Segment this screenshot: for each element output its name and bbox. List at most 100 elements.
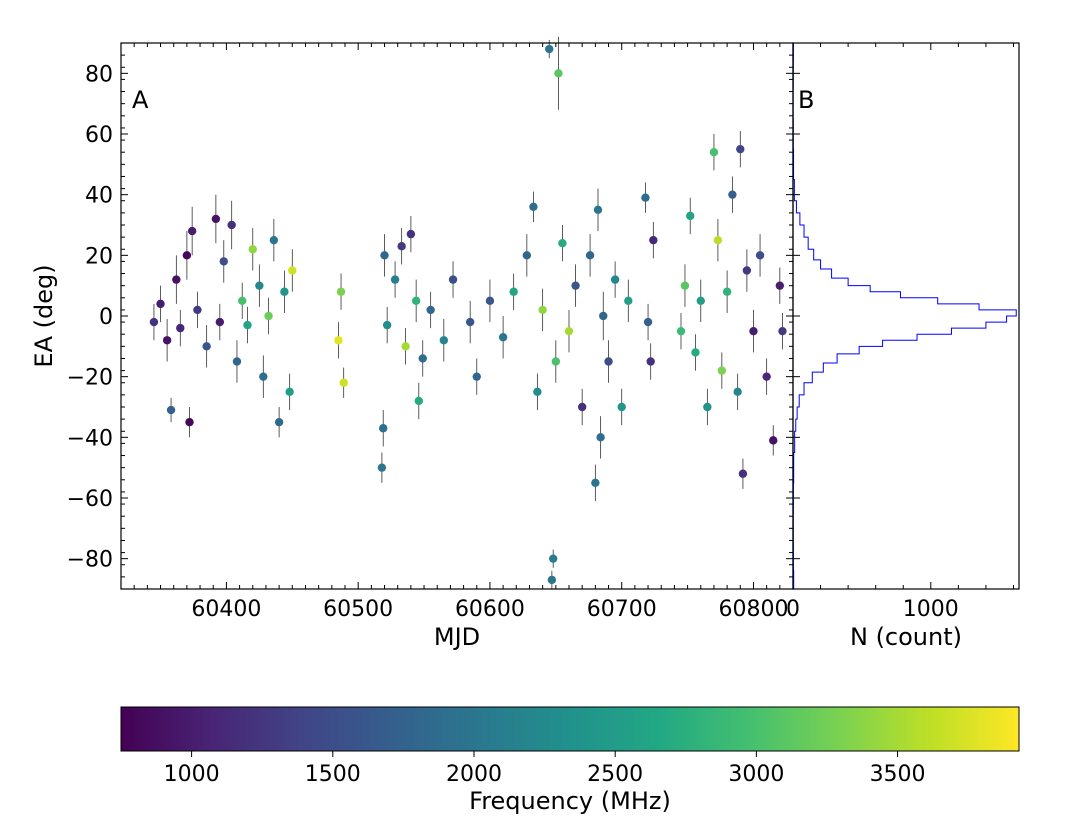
data-point bbox=[762, 372, 771, 381]
scatter-x-ticks: 60400 60500 60600 60700 60800 bbox=[133, 43, 794, 622]
data-point bbox=[736, 144, 745, 154]
data-point bbox=[577, 402, 587, 412]
x-tick-label: 60400 bbox=[191, 597, 261, 622]
y-tick-label: 40 bbox=[85, 184, 113, 209]
data-point bbox=[703, 402, 712, 412]
data-point bbox=[599, 311, 608, 321]
data-point bbox=[610, 275, 620, 284]
y-tick-label: −80 bbox=[67, 548, 113, 573]
data-point bbox=[439, 336, 449, 345]
colorbar-gradient bbox=[120, 706, 1020, 752]
y-tick-label: 60 bbox=[85, 123, 113, 148]
data-point bbox=[182, 251, 192, 260]
data-point bbox=[624, 296, 633, 306]
data-point bbox=[334, 336, 343, 345]
data-point bbox=[646, 357, 655, 366]
data-point bbox=[336, 287, 346, 296]
data-point bbox=[219, 257, 228, 266]
data-point bbox=[717, 366, 727, 375]
data-point bbox=[264, 311, 273, 321]
data-point bbox=[202, 342, 211, 351]
colorbar-tick-label: 1000 bbox=[164, 762, 220, 787]
data-point bbox=[551, 357, 561, 366]
scatter-points bbox=[149, 36, 787, 589]
y-tick-label: 0 bbox=[99, 305, 113, 330]
data-point bbox=[193, 305, 202, 315]
colorbar-ticks: 1000 1500 2000 2500 3000 3500 bbox=[164, 751, 926, 787]
colorbar: 1000 1500 2000 2500 3000 3500 Frequency (MHz) bbox=[120, 706, 1020, 815]
data-point bbox=[696, 296, 705, 306]
data-point bbox=[593, 205, 603, 215]
colorbar-tick-label: 3500 bbox=[870, 762, 926, 787]
histogram-steps bbox=[792, 43, 1017, 589]
hist-x-tick-label: 1000 bbox=[903, 597, 959, 622]
histogram-panel: 0 1000 B N (count) bbox=[786, 42, 1020, 651]
data-point bbox=[617, 402, 626, 412]
data-point bbox=[248, 245, 257, 254]
data-point bbox=[185, 417, 194, 427]
colorbar-tick-label: 1500 bbox=[305, 762, 361, 787]
x-tick-label: 60800 bbox=[718, 597, 788, 622]
panel-label-b: B bbox=[798, 86, 814, 114]
data-point bbox=[545, 44, 554, 54]
data-point bbox=[176, 323, 185, 333]
data-point bbox=[538, 305, 547, 315]
data-point bbox=[238, 296, 247, 306]
data-point bbox=[498, 333, 508, 342]
data-point bbox=[722, 287, 732, 296]
scatter-y-ticks: −80 −60 −40 −20 0 20 40 60 80 bbox=[67, 42, 800, 590]
data-point bbox=[406, 229, 416, 239]
colorbar-tick-label: 2500 bbox=[587, 762, 643, 787]
y-axis-label: EA (deg) bbox=[30, 264, 58, 367]
data-point bbox=[548, 554, 558, 563]
data-point bbox=[769, 436, 778, 445]
data-point bbox=[418, 354, 427, 363]
x-tick-label: 60600 bbox=[455, 597, 525, 622]
y-tick-label: 80 bbox=[85, 62, 113, 87]
data-point bbox=[472, 372, 481, 381]
data-point bbox=[232, 357, 242, 366]
data-point bbox=[166, 405, 176, 415]
data-point bbox=[529, 202, 538, 211]
data-point bbox=[269, 235, 279, 245]
panel-label-a: A bbox=[132, 86, 149, 114]
data-point bbox=[728, 190, 737, 199]
data-point bbox=[641, 193, 650, 202]
data-point bbox=[411, 296, 421, 306]
scatter-panel: 60400 60500 60600 60700 60800 −80−60−40−2002… bbox=[30, 36, 800, 651]
data-point bbox=[547, 575, 557, 585]
x-tick-label: 60700 bbox=[587, 597, 657, 622]
x-axis-label: MJD bbox=[434, 623, 480, 651]
data-point bbox=[382, 320, 392, 330]
data-point bbox=[397, 242, 406, 251]
data-point bbox=[227, 220, 236, 230]
y-tick-label: −20 bbox=[67, 366, 113, 391]
hist-x-tick-label: 0 bbox=[786, 597, 800, 622]
data-point bbox=[288, 266, 297, 275]
data-point bbox=[533, 387, 542, 397]
data-point bbox=[713, 235, 723, 245]
data-point bbox=[585, 251, 595, 260]
data-point bbox=[749, 326, 758, 336]
data-point bbox=[172, 275, 181, 284]
data-point bbox=[686, 211, 695, 221]
data-point bbox=[426, 305, 435, 315]
data-point bbox=[522, 251, 532, 260]
data-point bbox=[211, 214, 221, 224]
data-point bbox=[485, 296, 495, 306]
data-point bbox=[691, 348, 700, 357]
data-point bbox=[243, 320, 252, 330]
colorbar-tick-label: 2000 bbox=[446, 762, 502, 787]
data-point bbox=[643, 317, 653, 327]
data-point bbox=[215, 317, 225, 327]
data-point bbox=[733, 387, 742, 397]
scatter-frame bbox=[120, 42, 794, 590]
data-point bbox=[596, 433, 605, 442]
data-point bbox=[259, 372, 268, 381]
data-point bbox=[509, 287, 518, 296]
data-point bbox=[390, 275, 400, 284]
data-point bbox=[738, 469, 748, 478]
histogram-frame bbox=[792, 42, 1020, 590]
data-point bbox=[554, 69, 563, 78]
colorbar-label: Frequency (MHz) bbox=[469, 787, 671, 815]
